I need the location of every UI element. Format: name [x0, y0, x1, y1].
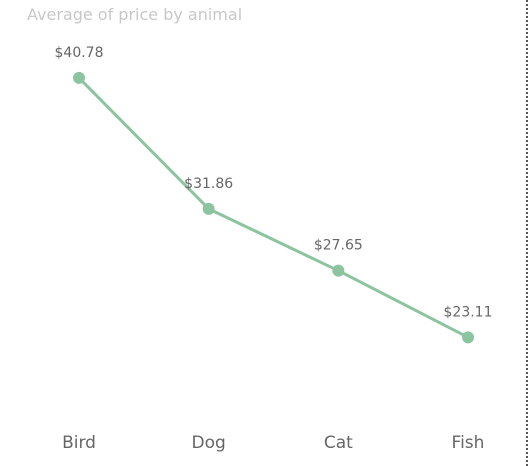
- data-point[interactable]: [332, 264, 345, 277]
- data-label: $23.11: [444, 304, 493, 320]
- x-tick-label: Bird: [62, 433, 96, 453]
- data-label: $40.78: [55, 45, 104, 61]
- x-tick-label: Dog: [192, 433, 226, 453]
- chart-title: Average of price by animal: [27, 5, 243, 24]
- data-label: $27.65: [314, 238, 363, 254]
- series-line: [77, 76, 469, 339]
- data-point[interactable]: [73, 71, 85, 84]
- data-label: $31.86: [184, 176, 233, 192]
- data-point[interactable]: [462, 331, 475, 344]
- data-point[interactable]: [202, 202, 215, 215]
- x-tick-label: Fish: [452, 433, 485, 453]
- visual-border: [526, 0, 528, 466]
- x-tick-label: Cat: [324, 433, 353, 453]
